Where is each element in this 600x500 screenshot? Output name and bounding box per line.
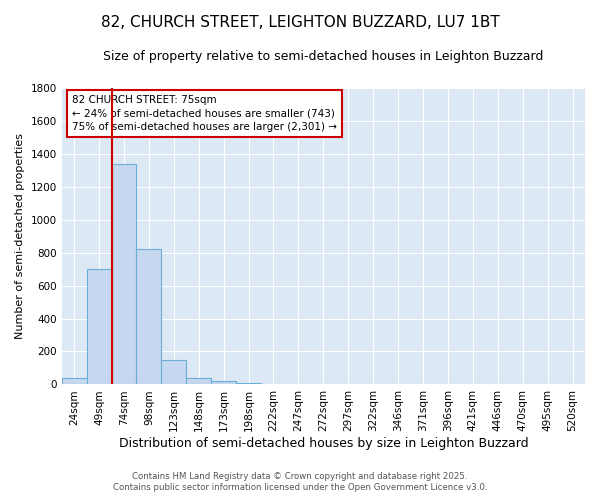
X-axis label: Distribution of semi-detached houses by size in Leighton Buzzard: Distribution of semi-detached houses by … — [119, 437, 528, 450]
Bar — [62, 378, 86, 384]
Bar — [211, 381, 236, 384]
Bar — [136, 250, 161, 384]
Bar — [161, 360, 186, 384]
Text: 82, CHURCH STREET, LEIGHTON BUZZARD, LU7 1BT: 82, CHURCH STREET, LEIGHTON BUZZARD, LU7… — [101, 15, 499, 30]
Title: Size of property relative to semi-detached houses in Leighton Buzzard: Size of property relative to semi-detach… — [103, 50, 544, 63]
Text: Contains HM Land Registry data © Crown copyright and database right 2025.
Contai: Contains HM Land Registry data © Crown c… — [113, 472, 487, 492]
Bar — [236, 383, 261, 384]
Bar — [112, 164, 136, 384]
Y-axis label: Number of semi-detached properties: Number of semi-detached properties — [15, 133, 25, 339]
Text: 82 CHURCH STREET: 75sqm
← 24% of semi-detached houses are smaller (743)
75% of s: 82 CHURCH STREET: 75sqm ← 24% of semi-de… — [72, 95, 337, 132]
Bar — [186, 378, 211, 384]
Bar — [86, 269, 112, 384]
